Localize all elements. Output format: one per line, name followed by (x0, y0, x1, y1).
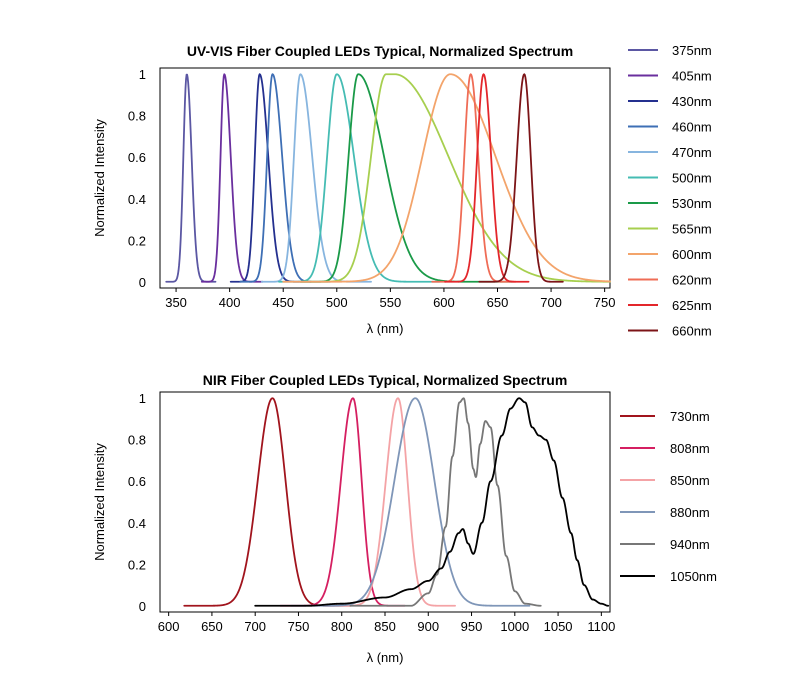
uvvis-series-line-500nm (278, 73, 441, 283)
uvvis-y-tick-label: 0.2 (128, 233, 146, 248)
nir-x-tick-label: 1000 (500, 619, 529, 634)
uvvis-x-tick-label: 400 (219, 295, 241, 310)
uvvis-x-tick-label: 650 (487, 295, 509, 310)
uvvis-legend-label: 405nm (672, 69, 712, 84)
nir-legend-label: 850nm (670, 473, 710, 488)
nir-series-line-808nm (279, 397, 406, 607)
uvvis-plot-area (159, 67, 611, 289)
uvvis-legend-label: 530nm (672, 196, 712, 211)
uvvis-y-tick-label: 1 (139, 67, 146, 82)
nir-x-tick-label: 750 (288, 619, 310, 634)
nir-legend: 730nm 808nm 850nm 880nm 940nm 1050nm (620, 409, 717, 584)
nir-x-tick-label: 800 (331, 619, 353, 634)
uvvis-series-line-530nm (299, 73, 514, 283)
nir-x-tick-label: 850 (374, 619, 396, 634)
nir-x-tick-label: 1100 (587, 619, 615, 634)
uvvis-legend-label: 460nm (672, 120, 712, 135)
uvvis-x-tick-label: 750 (594, 295, 616, 310)
nir-plot-area (159, 391, 611, 613)
uvvis-y-tick-label: 0.8 (128, 109, 146, 124)
nir-y-tick-label: 0.8 (128, 433, 146, 448)
uvvis-legend-label: 375nm (672, 43, 712, 58)
uvvis-y-tick-label: 0 (139, 275, 146, 290)
nir-series-group (183, 397, 610, 607)
nir-legend-label: 880nm (670, 505, 710, 520)
uvvis-legend-label: 565nm (672, 222, 712, 237)
uvvis-y-tick-label: 0.4 (128, 192, 146, 207)
nir-legend-label: 1050nm (670, 569, 717, 584)
nir-x-axis-label: λ (nm) (367, 650, 404, 665)
nir-series-line-880nm (289, 397, 531, 607)
uvvis-legend-label: 625nm (672, 298, 712, 313)
uvvis-series-line-660nm (478, 73, 564, 283)
nir-y-tick-label: 0 (139, 599, 146, 614)
nir-x-tick-label: 950 (461, 619, 483, 634)
uvvis-legend-label: 470nm (672, 145, 712, 160)
uvvis-legend-label: 600nm (672, 247, 712, 262)
uvvis-y-tick-label: 0.6 (128, 150, 146, 165)
nir-x-tick-label: 700 (244, 619, 266, 634)
nir-legend-label: 730nm (670, 409, 710, 424)
uvvis-legend-label: 660nm (672, 324, 712, 339)
nir-legend-label: 940nm (670, 537, 710, 552)
uvvis-x-tick-label: 350 (165, 295, 187, 310)
uvvis-y-axis-label: Normalized Intensity (92, 119, 107, 237)
uvvis-y-tick-labels: 0 0.2 0.4 0.6 0.8 1 (128, 67, 146, 290)
nir-y-tick-label: 0.6 (128, 474, 146, 489)
uvvis-x-tick-label: 500 (326, 295, 348, 310)
uvvis-x-tick-labels: 350 400 450 500 550 600 650 700 750 (165, 288, 615, 310)
uvvis-x-tick-label: 700 (540, 295, 562, 310)
nir-y-axis-label: Normalized Intensity (92, 443, 107, 561)
uvvis-x-tick-label: 600 (433, 295, 455, 310)
nir-x-tick-label: 1050 (544, 619, 573, 634)
uvvis-chart: UV-VIS Fiber Coupled LEDs Typical, Norma… (92, 43, 712, 339)
uvvis-series-line-375nm (165, 73, 217, 283)
nir-series-line-730nm (183, 397, 352, 607)
nir-x-tick-labels: 600 650 700 750 800 850 900 950 1000 1050 1100 (158, 612, 615, 634)
nir-x-tick-label: 650 (201, 619, 223, 634)
uvvis-legend-label: 430nm (672, 94, 712, 109)
uvvis-series-line-565nm (299, 73, 611, 283)
nir-chart: NIR Fiber Coupled LEDs Typical, Normaliz… (92, 372, 717, 665)
nir-y-tick-labels: 0 0.2 0.4 0.6 0.8 1 (128, 391, 146, 614)
uvvis-series-line-430nm (229, 73, 312, 283)
nir-x-tick-label: 900 (417, 619, 439, 634)
uvvis-series-line-625nm (444, 73, 530, 283)
nir-chart-title: NIR Fiber Coupled LEDs Typical, Normaliz… (203, 372, 568, 388)
nir-y-tick-label: 1 (139, 391, 146, 406)
nir-series-line-940nm (349, 397, 542, 607)
uvvis-series-line-600nm (282, 73, 611, 283)
uvvis-x-tick-label: 450 (272, 295, 294, 310)
uvvis-legend-label: 620nm (672, 273, 712, 288)
nir-x-tick-label: 600 (158, 619, 180, 634)
nir-series-line-1050nm (254, 397, 610, 607)
uvvis-legend: 375nm 405nm 430nm 460nm 470nm 500nm 530nm 565nm… (628, 43, 712, 339)
nir-y-tick-label: 0.2 (128, 557, 146, 572)
uvvis-x-tick-label: 550 (380, 295, 402, 310)
nir-legend-label: 808nm (670, 441, 710, 456)
uvvis-x-axis-label: λ (nm) (367, 321, 404, 336)
uvvis-series-group (165, 73, 611, 283)
uvvis-legend-label: 500nm (672, 171, 712, 186)
nir-y-tick-label: 0.4 (128, 516, 146, 531)
uvvis-chart-title: UV-VIS Fiber Coupled LEDs Typical, Norma… (187, 43, 573, 59)
